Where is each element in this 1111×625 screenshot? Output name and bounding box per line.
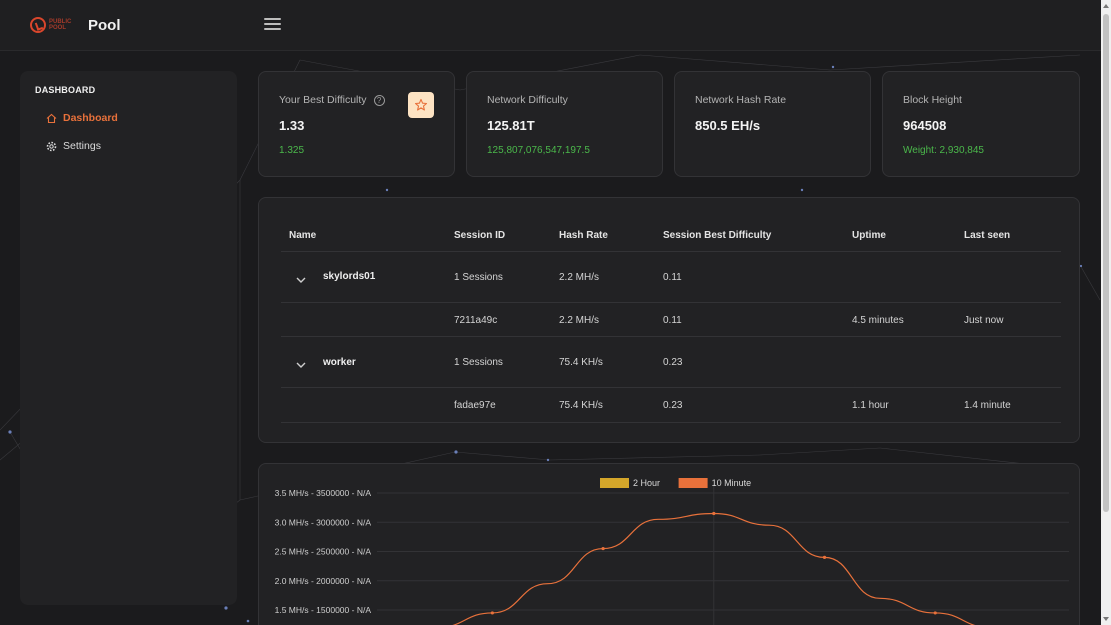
y-tick-label: 3.0 MH/s - 3000000 - N/A [275, 517, 372, 527]
session-best-difficulty: 0.11 [663, 315, 682, 326]
help-icon[interactable]: ? [373, 94, 385, 106]
network-hash-rate-label: Network Hash Rate [695, 94, 787, 106]
scrollbar-thumb[interactable] [1103, 14, 1109, 512]
legend-swatch [678, 478, 708, 488]
column-header-hash-rate: Hash Rate [559, 230, 608, 241]
network-hash-rate-value: 850.5 EH/s [695, 118, 761, 133]
y-tick-label: 2.0 MH/s - 2000000 - N/A [275, 576, 372, 586]
network-difficulty-sub: 125,807,076,547,197.5 [487, 145, 590, 156]
worker-sessions: 1 Sessions [454, 357, 503, 368]
worker-best-difficulty: 0.11 [663, 272, 682, 283]
session-hash-rate: 75.4 KH/s [559, 400, 603, 411]
y-tick-label: 1.5 MH/s - 1500000 - N/A [275, 605, 372, 615]
worker-hash-rate: 2.2 MH/s [559, 272, 600, 283]
scroll-up-icon[interactable] [1103, 4, 1109, 8]
row-divider [281, 387, 1061, 388]
sidebar: DASHBOARD Dashboard Settings [20, 71, 237, 605]
y-tick-label: 3.5 MH/s - 3500000 - N/A [275, 488, 372, 498]
session-id: fadae97e [454, 400, 496, 411]
gear-icon [46, 141, 57, 152]
top-bar: PUBLIC POOL Pool [0, 0, 1101, 51]
logo-mark-icon [30, 17, 46, 33]
data-point [490, 611, 494, 615]
chevron-down-icon[interactable] [295, 274, 307, 286]
legend-label: 10 Minute [712, 478, 752, 488]
legend-label: 2 Hour [633, 478, 660, 488]
block-height-value: 964508 [903, 118, 947, 133]
worker-name: worker [323, 357, 356, 368]
block-height-weight: Weight: 2,930,845 [903, 145, 984, 156]
data-point [601, 546, 605, 551]
row-divider [281, 302, 1061, 303]
worker-hash-rate: 75.4 KH/s [559, 357, 603, 368]
worker-best-difficulty: 0.23 [663, 357, 683, 368]
column-header-name: Name [289, 230, 317, 241]
session-hash-rate: 2.2 MH/s [559, 315, 600, 326]
worker-sessions: 1 Sessions [454, 272, 503, 283]
sidebar-item-label: Settings [63, 140, 101, 152]
app-title: Pool [88, 17, 121, 34]
network-difficulty-card: Network Difficulty 125.81T 125,807,076,5… [466, 71, 663, 177]
block-height-card: Block Height 964508 Weight: 2,930,845 [882, 71, 1080, 177]
worker-name: skylords01 [323, 271, 376, 282]
session-best-difficulty: 0.23 [663, 400, 683, 411]
column-header-session-best-difficulty: Session Best Difficulty [663, 230, 772, 241]
hashrate-chart: 3.5 MH/s - 3500000 - N/A 3.0 MH/s - 30000… [275, 478, 1069, 625]
column-header-uptime: Uptime [852, 230, 886, 241]
page-scrollbar[interactable] [1101, 0, 1111, 625]
column-header-last-seen: Last seen [964, 230, 1011, 241]
sidebar-item-dashboard[interactable]: Dashboard [46, 110, 118, 126]
block-height-label: Block Height [903, 94, 962, 106]
star-button[interactable] [408, 92, 434, 118]
session-id: 7211a49c [454, 315, 498, 326]
workers-table: Name Session ID Hash Rate Session Best D… [258, 197, 1080, 443]
best-difficulty-label: Your Best Difficulty [279, 94, 367, 106]
session-last-seen: 1.4 minute [964, 400, 1011, 411]
session-uptime: 1.1 hour [852, 400, 889, 411]
sidebar-section-title: DASHBOARD [35, 85, 96, 95]
best-difficulty-value: 1.33 [279, 118, 305, 133]
scroll-down-icon[interactable] [1103, 617, 1109, 621]
row-divider [281, 422, 1061, 423]
y-tick-label: 2.5 MH/s - 2500000 - N/A [275, 547, 372, 557]
hashrate-chart-card: 3.5 MH/s - 3500000 - N/A 3.0 MH/s - 30000… [258, 463, 1080, 625]
logo-text: PUBLIC POOL [49, 19, 72, 31]
pool-logo[interactable]: PUBLIC POOL [30, 17, 76, 33]
legend-swatch [600, 478, 629, 488]
network-difficulty-value: 125.81T [487, 118, 535, 133]
best-difficulty-card: Your Best Difficulty ? 1.33 1.325 [258, 71, 455, 177]
star-icon [414, 98, 428, 111]
session-last-seen: Just now [964, 315, 1004, 326]
column-header-session-id: Session ID [454, 230, 506, 241]
data-point [933, 611, 937, 615]
sidebar-item-label: Dashboard [63, 112, 118, 124]
home-icon [46, 113, 57, 124]
network-hash-rate-card: Network Hash Rate 850.5 EH/s [674, 71, 871, 177]
sidebar-item-settings[interactable]: Settings [46, 138, 101, 154]
session-uptime: 4.5 minutes [852, 315, 904, 326]
hamburger-menu-icon[interactable] [264, 18, 281, 32]
network-difficulty-label: Network Difficulty [487, 94, 568, 106]
data-point [822, 555, 827, 559]
row-divider [281, 251, 1061, 252]
data-point [712, 511, 716, 516]
best-difficulty-sub: 1.325 [279, 145, 305, 156]
chevron-down-icon[interactable] [295, 359, 307, 371]
row-divider [281, 336, 1061, 337]
